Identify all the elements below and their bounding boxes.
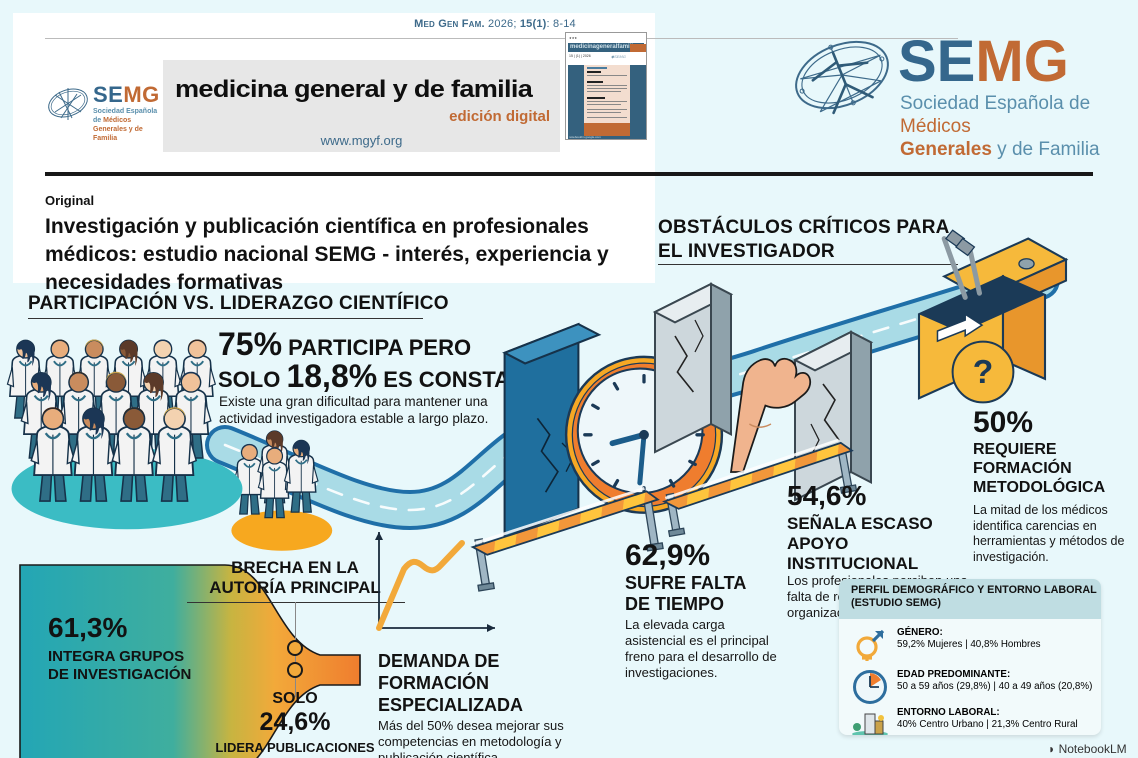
svg-text:?: ?: [973, 354, 994, 391]
